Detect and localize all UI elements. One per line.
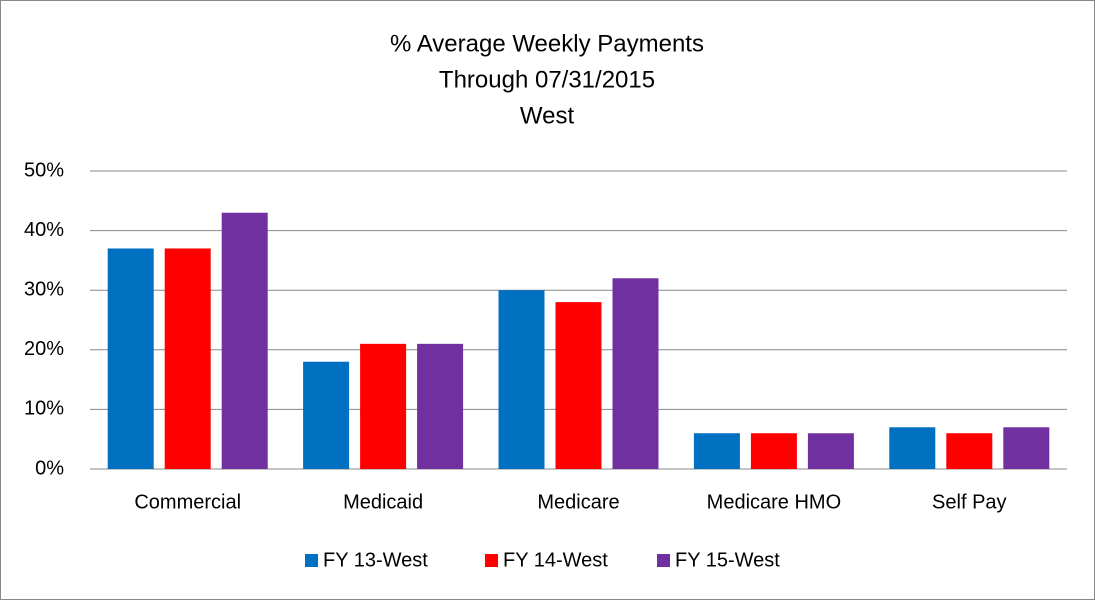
- y-tick-label: 50%: [24, 159, 64, 181]
- x-tick-label: Self Pay: [932, 491, 1006, 513]
- y-tick-label: 10%: [24, 398, 64, 420]
- y-tick-label: 40%: [24, 219, 64, 241]
- chart-title: Through 07/31/2015: [439, 66, 655, 93]
- x-tick-label: Medicare: [537, 491, 619, 513]
- bar: [221, 212, 268, 469]
- bar: [612, 278, 659, 469]
- bar: [1003, 427, 1050, 469]
- x-tick-label: Commercial: [134, 491, 241, 513]
- y-tick-label: 0%: [35, 457, 64, 479]
- chart-title: West: [520, 102, 575, 129]
- bar: [303, 361, 350, 469]
- bar: [417, 343, 464, 469]
- legend-label: FY 13-West: [323, 549, 428, 571]
- bar: [498, 290, 545, 469]
- bar: [107, 248, 154, 469]
- legend-swatch: [305, 554, 318, 567]
- x-tick-label: Medicare HMO: [707, 491, 841, 513]
- bar: [693, 433, 740, 469]
- legend-label: FY 15-West: [675, 549, 780, 571]
- legend-label: FY 14-West: [503, 549, 608, 571]
- y-tick-label: 20%: [24, 338, 64, 360]
- bar: [946, 433, 993, 469]
- bar: [750, 433, 797, 469]
- bar: [889, 427, 936, 469]
- bar: [555, 302, 602, 469]
- chart-title: % Average Weekly Payments: [390, 30, 704, 57]
- bar: [164, 248, 211, 469]
- bar: [807, 433, 854, 469]
- legend-swatch: [485, 554, 498, 567]
- legend-swatch: [657, 554, 670, 567]
- x-tick-label: Medicaid: [343, 491, 423, 513]
- bar: [360, 343, 407, 469]
- y-tick-label: 30%: [24, 278, 64, 300]
